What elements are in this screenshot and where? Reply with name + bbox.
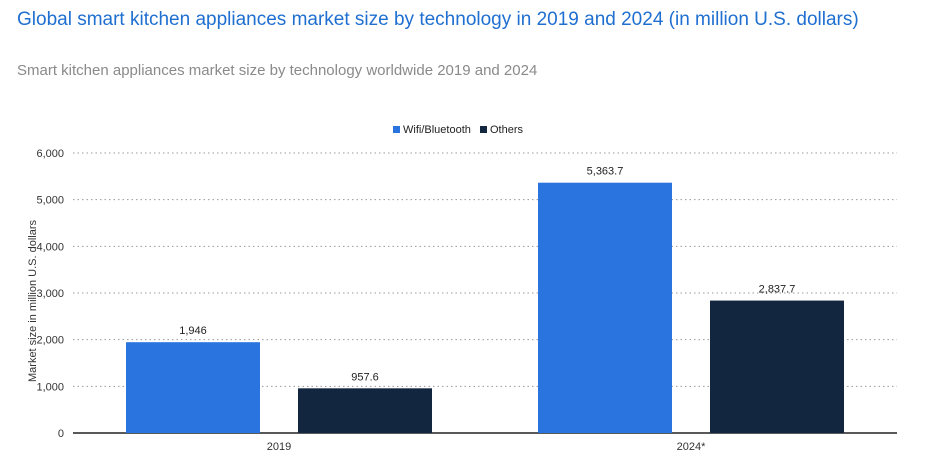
y-tick-label: 1,000 <box>36 381 64 393</box>
bar[interactable] <box>538 182 672 433</box>
y-tick-label: 3,000 <box>36 288 64 300</box>
data-label: 1,946 <box>179 325 207 337</box>
legend-entry[interactable]: Others <box>490 124 524 136</box>
data-label: 2,837.7 <box>759 284 796 296</box>
bar[interactable] <box>298 388 432 433</box>
y-tick-label: 5,000 <box>36 195 64 207</box>
bar[interactable] <box>126 342 260 433</box>
bar[interactable] <box>710 300 844 433</box>
y-axis-label: Market size in million U.S. dollars <box>27 220 39 382</box>
legend-entry[interactable]: Wifi/Bluetooth <box>403 124 471 136</box>
y-tick-label: 0 <box>58 428 64 440</box>
x-tick-label: 2024* <box>677 441 706 453</box>
data-label: 5,363.7 <box>587 166 624 178</box>
y-tick-label: 6,000 <box>36 148 64 160</box>
legend-swatch <box>480 126 487 133</box>
y-tick-label: 2,000 <box>36 335 64 347</box>
chart-title: Global smart kitchen appliances market s… <box>17 9 859 30</box>
chart-subtitle: Smart kitchen appliances market size by … <box>17 62 538 79</box>
data-label: 957.6 <box>351 371 379 383</box>
y-tick-label: 4,000 <box>36 241 64 253</box>
x-tick-label: 2019 <box>267 441 291 453</box>
legend-swatch <box>393 126 400 133</box>
